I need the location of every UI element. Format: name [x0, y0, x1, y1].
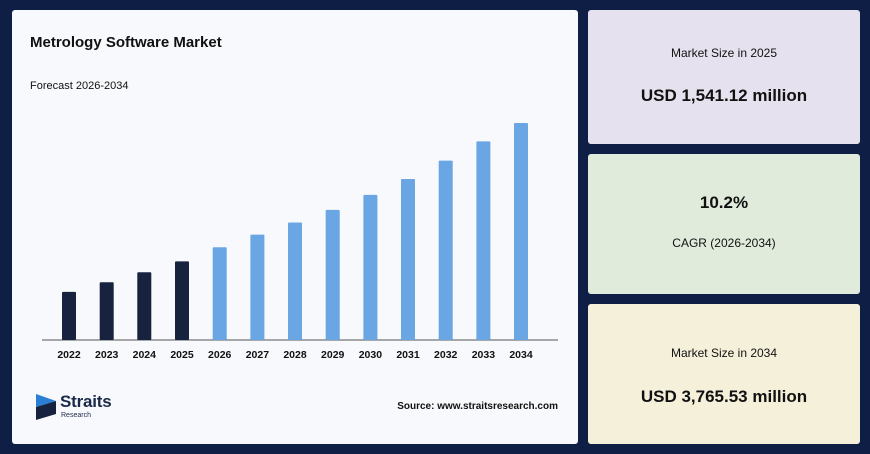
x-tick-label-2023: 2023 [95, 349, 119, 361]
x-tick-label-2029: 2029 [321, 349, 345, 361]
stat-card-market-size-2034: Market Size in 2034 USD 3,765.53 million [588, 304, 860, 444]
bar-2032 [438, 160, 453, 340]
stat-label: Market Size in 2034 [670, 346, 778, 360]
bar-2030 [363, 194, 378, 340]
chart-panel: Metrology Software Market Forecast 2026-… [12, 10, 578, 444]
x-tick-label-2034: 2034 [509, 349, 533, 361]
bar-2024 [137, 272, 152, 340]
x-tick-label-2033: 2033 [472, 349, 496, 361]
straits-logo-icon [36, 394, 56, 420]
stat-card-cagr: 10.2% CAGR (2026-2034) [588, 154, 860, 294]
source-text: Source: www.straitsresearch.com [397, 401, 558, 412]
x-tick-label-2025: 2025 [170, 349, 194, 361]
x-tick-label-2022: 2022 [57, 349, 81, 361]
x-tick-label-2030: 2030 [359, 349, 383, 361]
stat-label: Market Size in 2025 [670, 46, 778, 60]
chart-subtitle: Forecast 2026-2034 [30, 80, 129, 92]
stat-card-market-size-2025: Market Size in 2025 USD 1,541.12 million [588, 10, 860, 144]
stat-label: CAGR (2026-2034) [672, 236, 776, 250]
bar-2034 [514, 123, 528, 340]
x-tick-label-2032: 2032 [434, 349, 458, 361]
x-tick-label-2031: 2031 [396, 349, 420, 361]
x-tick-label-2024: 2024 [133, 349, 157, 361]
x-tick-label-2026: 2026 [208, 349, 232, 361]
stat-value: 10.2% [699, 193, 749, 212]
bar-2029 [325, 209, 340, 340]
x-tick-label-2028: 2028 [283, 349, 307, 361]
straits-logo: Straits Research [36, 392, 146, 428]
stat-value: USD 3,765.53 million [640, 387, 808, 406]
x-tick-label-2027: 2027 [246, 349, 270, 361]
bar-2023 [99, 282, 114, 340]
bar-2028 [288, 222, 302, 340]
bar-2027 [250, 234, 265, 340]
bar-chart: 2022 2023 2024 2025 2026 2027 2028 2029 2030 2031… [42, 123, 558, 361]
logo-subtext: Research [61, 412, 91, 419]
chart-title: Metrology Software Market [30, 34, 222, 51]
stat-value: USD 1,541.12 million [640, 86, 808, 105]
bar-2031 [401, 179, 415, 340]
bar-2026 [212, 247, 227, 340]
bar-2025 [175, 261, 189, 340]
bar-2033 [476, 141, 491, 340]
bar-2022 [62, 291, 76, 340]
logo-wordmark: Straits [60, 392, 112, 411]
